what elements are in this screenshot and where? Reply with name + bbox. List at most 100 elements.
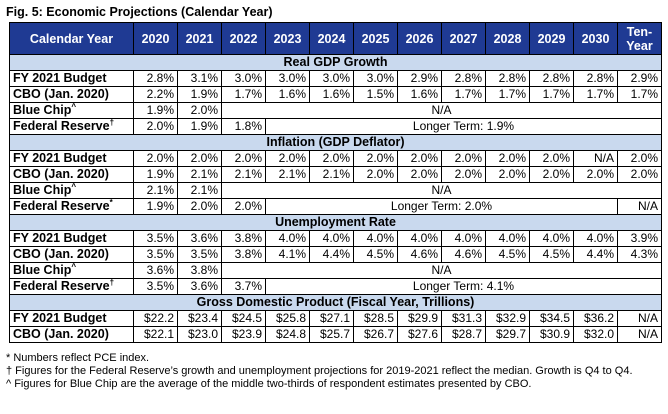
table-row: CBO (Jan. 2020) 3.5% 3.5% 3.8% 4.1% 4.4% 4.5% 4…	[9, 246, 662, 263]
span-note-cell: N/A	[221, 262, 662, 279]
span-note-cell: N/A	[221, 182, 662, 199]
value-cell: 2.0%	[485, 166, 530, 183]
row-label-text: FY 2021 Budget	[13, 151, 107, 166]
row-label-text: Blue Chip	[13, 103, 72, 118]
value-cell: 3.0%	[353, 70, 398, 87]
header-year: 2022	[221, 22, 266, 55]
value-cell: 3.8%	[221, 230, 266, 247]
row-label-text: Federal Reserve	[13, 199, 110, 214]
header-year: 2023	[265, 22, 310, 55]
value-cell: 1.6%	[309, 86, 354, 103]
value-cell: $26.7	[353, 326, 398, 343]
row-label: FY 2021 Budget	[9, 230, 134, 247]
value-cell: $31.3	[441, 310, 486, 327]
value-cell: 2.8%	[573, 70, 618, 87]
value-cell: 2.1%	[265, 166, 310, 183]
value-cell: $23.0	[177, 326, 222, 343]
header-year: 2027	[441, 22, 486, 55]
row-label-text: Blue Chip	[13, 183, 72, 198]
value-cell: 2.0%	[397, 166, 442, 183]
row-label: CBO (Jan. 2020)	[9, 326, 134, 343]
row-label-text: FY 2021 Budget	[13, 231, 107, 246]
header-year: 2024	[309, 22, 354, 55]
footnote-mark: *	[109, 198, 113, 207]
value-cell: 4.0%	[441, 230, 486, 247]
value-cell: 3.6%	[177, 230, 222, 247]
table-row: Blue Chip^ 3.6% 3.8% N/A	[9, 262, 662, 279]
value-cell: 2.0%	[617, 150, 662, 167]
figure-title: Fig. 5: Economic Projections (Calendar Y…	[6, 5, 273, 19]
value-cell: 3.0%	[309, 70, 354, 87]
value-cell: 2.0%	[529, 166, 574, 183]
row-label: Blue Chip^	[9, 102, 134, 119]
value-cell: 1.7%	[573, 86, 618, 103]
header-year: 2028	[485, 22, 530, 55]
value-cell: 3.6%	[133, 262, 178, 279]
value-cell: 4.0%	[397, 230, 442, 247]
section-header-row: Unemployment Rate	[9, 214, 662, 231]
value-cell: 4.0%	[309, 230, 354, 247]
row-label-text: Federal Reserve	[13, 119, 110, 134]
table-row: FY 2021 Budget 2.0% 2.0% 2.0% 2.0% 2.0% 2.0% 2.…	[9, 150, 662, 167]
value-cell: 2.0%	[265, 150, 310, 167]
value-cell: 3.5%	[177, 246, 222, 263]
header-year: 2030	[573, 22, 618, 55]
value-cell: 1.9%	[133, 198, 178, 215]
value-cell: 2.0%	[485, 150, 530, 167]
section-title: Real GDP Growth	[9, 54, 662, 71]
value-cell: $36.2	[573, 310, 618, 327]
row-label: FY 2021 Budget	[9, 70, 134, 87]
row-label: Federal Reserve*	[9, 198, 134, 215]
projections-table: Calendar Year 2020 2021 2022 2023 2024 2…	[9, 22, 662, 343]
header-year: 2029	[529, 22, 574, 55]
table-row: Federal Reserve* 1.9% 2.0% 2.0% Longer Term:…	[9, 198, 662, 215]
value-cell: 1.7%	[617, 86, 662, 103]
row-label-text: Blue Chip	[13, 263, 72, 278]
value-cell: 4.0%	[353, 230, 398, 247]
footnote-bluechip: ^ Figures for Blue Chip are the average …	[6, 378, 532, 390]
value-cell: $24.8	[265, 326, 310, 343]
value-cell: $28.5	[353, 310, 398, 327]
row-label-text: Federal Reserve	[13, 279, 110, 294]
footnote-mark: ^	[71, 262, 77, 271]
value-cell: 1.9%	[177, 86, 222, 103]
table-row: Blue Chip^ 1.9% 2.0% N/A	[9, 102, 662, 119]
value-cell: $34.5	[529, 310, 574, 327]
value-cell: $25.7	[309, 326, 354, 343]
row-label: Blue Chip^	[9, 182, 134, 199]
section-header-row: Gross Domestic Product (Fiscal Year, Tri…	[9, 294, 662, 311]
value-cell: $23.9	[221, 326, 266, 343]
value-cell: 3.5%	[133, 278, 178, 295]
table-row: CBO (Jan. 2020) 1.9% 2.1% 2.1% 2.1% 2.1% 2.0% 2…	[9, 166, 662, 183]
span-note-cell: N/A	[221, 102, 662, 119]
value-cell: 3.5%	[133, 246, 178, 263]
table-row: Federal Reserve† 3.5% 3.6% 3.7% Longer Term:…	[9, 278, 662, 295]
value-cell: 4.0%	[485, 230, 530, 247]
value-cell: 4.4%	[309, 246, 354, 263]
value-cell: 3.7%	[221, 278, 266, 295]
value-cell: 2.8%	[529, 70, 574, 87]
row-label: CBO (Jan. 2020)	[9, 86, 134, 103]
header-year: 2020	[133, 22, 178, 55]
value-cell: 1.5%	[353, 86, 398, 103]
value-cell: 2.1%	[133, 182, 178, 199]
table-row: Blue Chip^ 2.1% 2.1% N/A	[9, 182, 662, 199]
value-cell: N/A	[617, 198, 662, 215]
value-cell: 4.5%	[485, 246, 530, 263]
row-label: Blue Chip^	[9, 262, 134, 279]
value-cell: 3.9%	[617, 230, 662, 247]
value-cell: 4.4%	[573, 246, 618, 263]
value-cell: 3.1%	[177, 70, 222, 87]
value-cell: 2.1%	[309, 166, 354, 183]
value-cell: 3.0%	[221, 70, 266, 87]
section-header-row: Inflation (GDP Deflator)	[9, 134, 662, 151]
value-cell: 2.8%	[485, 70, 530, 87]
value-cell: $22.2	[133, 310, 178, 327]
table-row: Federal Reserve† 2.0% 1.9% 1.8% Longer Term:…	[9, 118, 662, 135]
value-cell: 3.5%	[133, 230, 178, 247]
value-cell: 2.8%	[133, 70, 178, 87]
value-cell: 2.0%	[309, 150, 354, 167]
footnotes: * Numbers reflect PCE index. † Figures f…	[6, 352, 658, 391]
value-cell: 4.6%	[441, 246, 486, 263]
